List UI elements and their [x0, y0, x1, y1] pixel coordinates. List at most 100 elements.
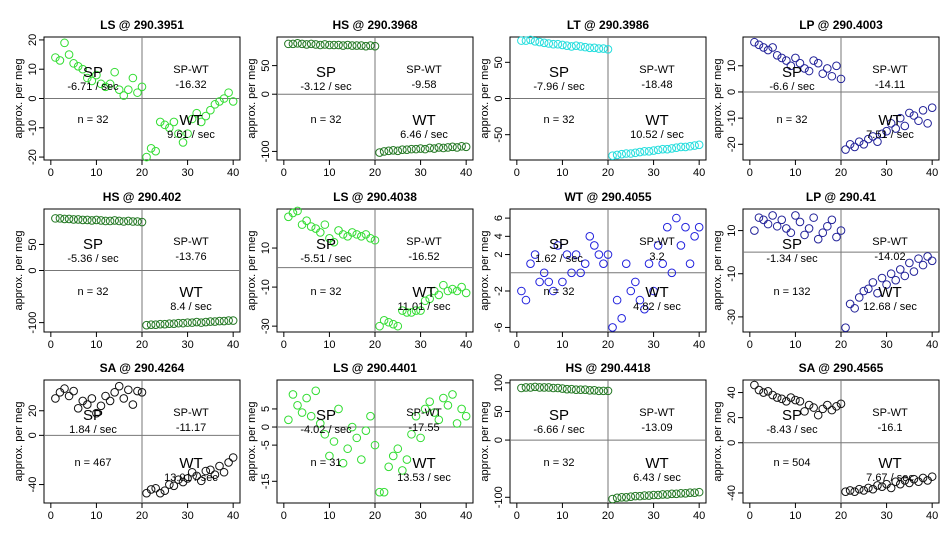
data-point: [55, 214, 65, 223]
data-point: [407, 144, 416, 154]
data-point: [343, 444, 352, 454]
data-point: [87, 76, 97, 86]
y-tick-label: 100: [493, 374, 505, 392]
data-point: [662, 490, 672, 499]
sp-rate: -6.71 / sec: [67, 81, 119, 93]
data-point: [517, 36, 526, 45]
data-point: [425, 143, 434, 153]
data-point: [690, 232, 699, 241]
data-point: [864, 483, 873, 493]
y-tick-label: 10: [260, 242, 272, 254]
data-point: [461, 411, 471, 421]
chart-title: LP @ 290.41: [806, 190, 877, 204]
data-point: [155, 488, 165, 498]
data-point: [69, 59, 78, 68]
x-tick-label: 20: [835, 510, 847, 522]
data-point: [580, 385, 590, 395]
data-point: [672, 143, 681, 152]
data-point: [850, 487, 859, 497]
data-point: [288, 39, 298, 49]
data-point: [51, 394, 60, 403]
data-point: [539, 38, 549, 48]
y-tick-label: 20: [27, 34, 39, 46]
data-point: [288, 390, 298, 399]
data-point: [690, 141, 699, 150]
data-point: [219, 467, 229, 477]
sp-label: SP: [316, 236, 336, 253]
data-point: [891, 477, 900, 486]
data-point: [388, 451, 398, 461]
wt-rate: 4.82 / sec: [633, 301, 681, 313]
x-tick-label: 10: [90, 167, 102, 179]
x-tick-label: 40: [460, 339, 472, 351]
data-point: [146, 320, 156, 330]
data-point: [78, 64, 88, 74]
data-point: [192, 471, 201, 481]
x-tick-label: 40: [460, 510, 472, 522]
sp-label: SP: [316, 407, 336, 424]
data-point: [786, 228, 796, 238]
wt-rate: 10.52 / sec: [630, 129, 684, 141]
data-point: [777, 394, 787, 404]
data-point: [553, 39, 563, 49]
data-point: [224, 316, 233, 325]
y-tick-label: 10: [726, 224, 738, 236]
data-point: [393, 444, 403, 454]
data-point: [562, 250, 572, 259]
data-point: [635, 491, 645, 501]
data-point: [909, 267, 919, 276]
sp-wt-label: SP-WT: [872, 64, 908, 76]
data-point: [549, 39, 558, 49]
data-point: [284, 39, 293, 49]
x-tick-label: 10: [90, 510, 102, 522]
y-axis-label: approx. per meg: [712, 58, 724, 138]
data-point: [841, 323, 850, 332]
data-point: [133, 217, 142, 226]
data-point: [196, 476, 206, 486]
chart-title: HS @ 290.4418: [565, 361, 650, 375]
y-tick-label: -20: [27, 149, 39, 165]
data-point: [612, 493, 622, 503]
data-point: [827, 71, 837, 81]
x-tick-label: 0: [514, 339, 520, 351]
data-point: [105, 79, 115, 89]
n-count: n = 504: [773, 457, 810, 469]
data-point: [215, 97, 224, 106]
data-point: [653, 490, 663, 500]
x-tick-label: 20: [602, 167, 614, 179]
data-point: [206, 317, 215, 326]
y-tick-label: 50: [493, 56, 505, 68]
sp-label: SP: [782, 64, 802, 81]
y-tick-label: 6: [493, 215, 505, 221]
data-point: [621, 259, 631, 268]
y-tick-label: -50: [493, 127, 505, 143]
data-point: [526, 35, 535, 45]
y-tick-label: -5: [260, 440, 272, 450]
data-point: [420, 296, 430, 306]
data-point: [594, 386, 604, 396]
data-point: [900, 121, 910, 131]
data-point: [73, 403, 83, 413]
data-point: [631, 491, 640, 501]
data-point: [813, 234, 823, 244]
data-point: [297, 39, 307, 49]
sp-wt-value: -13.09: [641, 422, 672, 434]
data-point: [882, 280, 891, 289]
data-point: [599, 44, 608, 53]
data-point: [228, 453, 238, 462]
data-point: [379, 487, 389, 497]
x-tick-label: 40: [460, 167, 472, 179]
x-tick-label: 10: [789, 339, 801, 351]
data-point: [334, 226, 343, 235]
x-tick-label: 40: [693, 339, 705, 351]
y-tick-label: -10: [726, 266, 738, 282]
data-point: [750, 226, 759, 235]
data-point: [114, 216, 124, 226]
data-point: [617, 149, 626, 159]
data-point: [909, 474, 919, 484]
wt-label: WT: [878, 455, 901, 472]
data-point: [772, 221, 782, 231]
y-axis-label: approx. per meg: [246, 58, 258, 138]
data-point: [905, 258, 914, 268]
